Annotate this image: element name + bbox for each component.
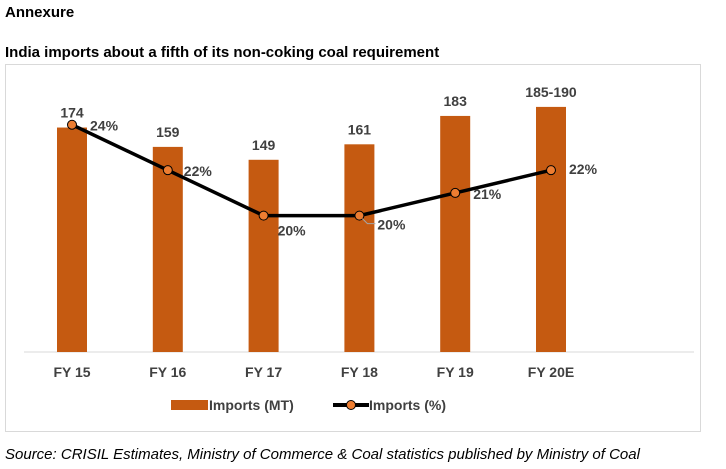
- line-data-label: 22%: [569, 161, 598, 177]
- legend-label-imports-pct: Imports (%): [369, 397, 446, 413]
- x-tick-label: FY 19: [437, 364, 474, 380]
- x-tick-labels: FY 15 FY 16 FY 17 FY 18 FY 19 FY 20E: [53, 364, 574, 380]
- bar-data-label: 174: [60, 105, 84, 121]
- bar-data-label: 183: [444, 93, 468, 109]
- bar-data-label: 159: [156, 124, 180, 140]
- line-marker: [450, 187, 461, 198]
- source-note: Source: CRISIL Estimates, Ministry of Co…: [5, 446, 640, 463]
- line-data-label: 21%: [473, 186, 502, 202]
- line-data-label: 24%: [90, 118, 119, 134]
- chart-frame: [5, 64, 701, 432]
- bar: [440, 115, 471, 353]
- bar: [536, 106, 566, 353]
- line-data-label: 20%: [278, 223, 307, 239]
- x-tick-label: FY 17: [245, 364, 282, 380]
- bar-data-label: 185-190: [525, 84, 577, 100]
- bar: [57, 127, 87, 352]
- bar: [248, 159, 279, 352]
- page-heading: Annexure: [5, 4, 75, 21]
- bar-data-label: 149: [252, 137, 276, 153]
- legend-label-imports-mt: Imports (MT): [209, 397, 294, 413]
- line-series: [67, 119, 556, 221]
- bar-series: [57, 106, 566, 353]
- line-marker: [258, 210, 269, 221]
- legend-marker-swatch: [346, 400, 356, 410]
- line-data-label: 22%: [184, 163, 213, 179]
- line-marker: [546, 165, 556, 176]
- leader-line: [362, 218, 376, 225]
- x-tick-label: FY 15: [53, 364, 90, 380]
- bar-labels: 174 159 149 161 183 185-190: [60, 84, 577, 153]
- line-path: [71, 123, 552, 218]
- line-marker: [354, 210, 365, 221]
- line-labels: 24% 22% 20% 20% 21% 22%: [90, 118, 598, 239]
- line-data-label: 20%: [377, 217, 406, 233]
- x-tick-label: FY 18: [341, 364, 378, 380]
- line-marker: [162, 165, 173, 176]
- legend[interactable]: Imports (MT) Imports (%): [171, 397, 446, 413]
- x-tick-label: FY 16: [149, 364, 186, 380]
- bar: [344, 144, 375, 352]
- line-marker: [67, 119, 77, 130]
- bar-data-label: 161: [348, 121, 372, 137]
- chart-title: India imports about a fifth of its non-c…: [5, 44, 440, 61]
- bar: [152, 146, 183, 352]
- legend-bar-swatch: [171, 400, 208, 410]
- x-tick-label: FY 20E: [528, 364, 574, 380]
